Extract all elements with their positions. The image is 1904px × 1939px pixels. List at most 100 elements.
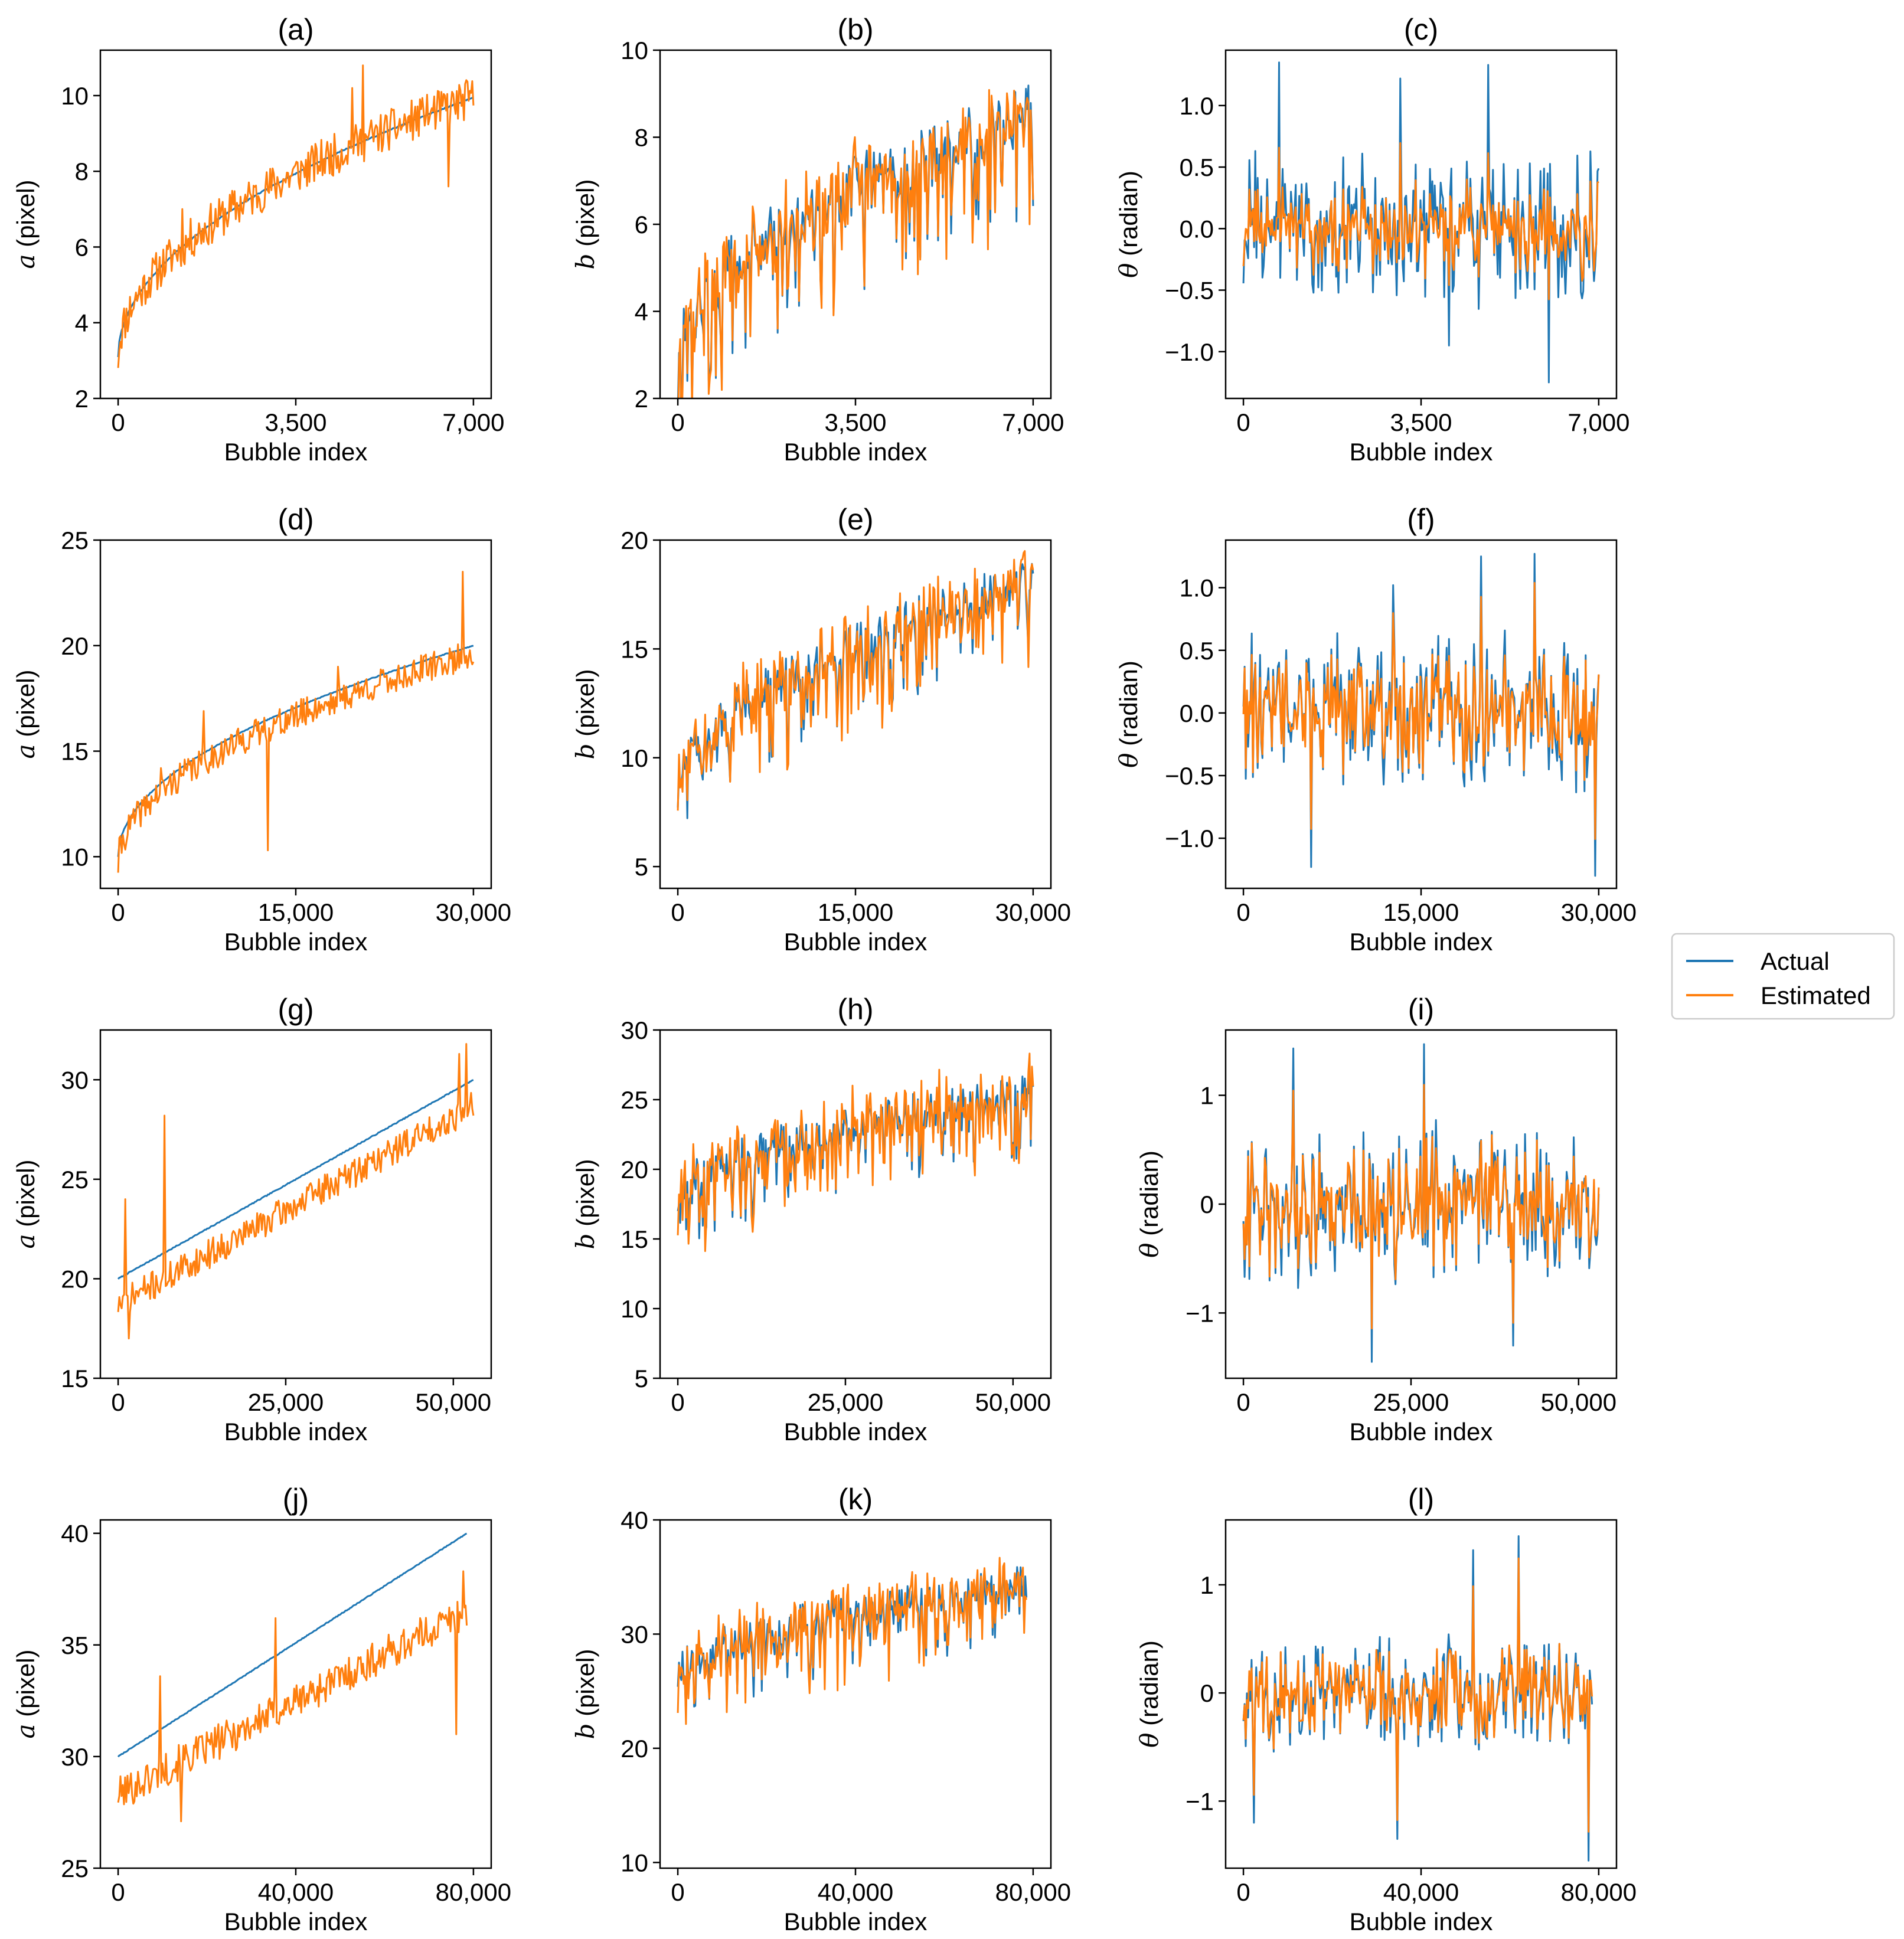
y-tick-label-c-4: 1.0 (1180, 92, 1214, 120)
y-axis-symbol-b: b (571, 254, 600, 270)
x-axis-label-b: Bubble index (784, 438, 927, 466)
panel-title-e: (e) (837, 503, 873, 536)
y-axis-label-k: b (pixel) (571, 1649, 600, 1739)
y-tick-label-k-1: 20 (620, 1735, 648, 1763)
x-tick-label-i-2: 50,000 (1541, 1388, 1616, 1416)
x-tick-label-j-2: 80,000 (436, 1878, 511, 1906)
panel-title-g: (g) (277, 993, 313, 1026)
series-estimated-l (1242, 1557, 1593, 1833)
x-tick-label-d-2: 30,000 (436, 898, 511, 926)
x-tick-label-f-2: 30,000 (1561, 898, 1637, 926)
y-axis-label-a: a (pixel) (11, 179, 40, 269)
x-tick-label-l-0: 0 (1236, 1878, 1250, 1906)
y-tick-label-d-0: 10 (61, 843, 89, 871)
x-tick-label-l-2: 80,000 (1561, 1878, 1637, 1906)
y-tick-label-e-1: 10 (620, 744, 648, 772)
x-tick-label-f-0: 0 (1236, 898, 1250, 926)
y-tick-label-f-0: −1.0 (1165, 825, 1214, 852)
y-tick-label-g-2: 25 (61, 1166, 89, 1194)
panel-title-d: (d) (277, 503, 313, 536)
y-axis-symbol-i: θ (1135, 1243, 1164, 1258)
y-axis-unit-d: (pixel) (12, 669, 40, 744)
y-tick-label-h-1: 10 (620, 1295, 648, 1323)
y-tick-label-c-0: −1.0 (1165, 338, 1214, 366)
y-axis-unit-f: (radian) (1115, 660, 1142, 753)
y-tick-label-f-4: 1.0 (1180, 574, 1214, 602)
panel-title-c: (c) (1404, 13, 1438, 46)
x-tick-label-k-0: 0 (671, 1878, 684, 1906)
series-estimated-i (1242, 1084, 1600, 1330)
y-tick-label-f-1: −0.5 (1165, 762, 1214, 790)
y-tick-label-i-2: 1 (1200, 1082, 1214, 1110)
y-tick-label-b-0: 2 (635, 385, 648, 413)
panel-title-b: (b) (837, 13, 873, 46)
x-tick-label-h-1: 25,000 (808, 1388, 883, 1416)
y-tick-label-c-1: −0.5 (1165, 277, 1214, 305)
y-axis-label-e: b (pixel) (571, 669, 600, 760)
y-tick-label-a-4: 10 (61, 82, 89, 110)
y-tick-label-g-3: 30 (61, 1066, 89, 1094)
y-axis-symbol-a: a (11, 254, 40, 269)
y-tick-label-k-2: 30 (620, 1620, 648, 1648)
y-tick-label-f-2: 0.0 (1180, 699, 1214, 727)
panel-j: (j) 0 40,000 80,000 25 30 35 40 Bubble index a (p… (11, 1483, 511, 1935)
x-axis-label-i: Bubble index (1350, 1418, 1493, 1446)
y-axis-label-f: θ (radian) (1114, 660, 1143, 768)
x-axis-label-l: Bubble index (1350, 1908, 1493, 1935)
y-axis-symbol-j: a (11, 1724, 40, 1738)
y-axis-unit-j: (pixel) (12, 1649, 40, 1724)
panel-c: (c) 0 3,500 7,000 −1.0 −0.5 0.0 0.5 1.0 Bubble in… (1114, 13, 1629, 466)
y-tick-label-c-3: 0.5 (1180, 153, 1214, 181)
x-tick-label-a-0: 0 (111, 408, 125, 436)
x-axis-label-e: Bubble index (784, 928, 927, 956)
y-tick-label-f-3: 0.5 (1180, 637, 1214, 665)
y-tick-label-j-1: 30 (61, 1743, 89, 1771)
x-tick-label-g-1: 25,000 (248, 1388, 324, 1416)
y-axis-symbol-k: b (571, 1724, 600, 1739)
series-actual-g (117, 1079, 474, 1280)
panel-g: (g) 0 25,000 50,000 15 20 25 30 Bubble index a (p… (11, 993, 492, 1446)
panel-e: (e) 0 15,000 30,000 5 10 15 20 Bubble index b (pi… (571, 503, 1071, 956)
x-tick-label-b-0: 0 (671, 408, 684, 436)
series-estimated-j (117, 1570, 468, 1823)
panel-title-i: (i) (1408, 993, 1434, 1026)
x-axis-label-h: Bubble index (784, 1418, 927, 1446)
series-estimated-b (677, 89, 1034, 398)
x-tick-label-g-0: 0 (111, 1388, 125, 1416)
y-tick-label-i-0: −1 (1185, 1299, 1214, 1327)
y-axis-symbol-g: a (11, 1234, 40, 1248)
y-axis-unit-k: (pixel) (571, 1649, 599, 1724)
legend-actual-label: Actual (1761, 947, 1830, 975)
y-axis-unit-b: (pixel) (571, 179, 599, 254)
series-estimated-e (677, 550, 1034, 811)
y-axis-unit-h: (pixel) (571, 1159, 599, 1234)
y-axis-unit-c: (radian) (1115, 171, 1142, 263)
panel-b: (b) 0 3,500 7,000 2 4 6 8 10 Bubble index b (pixel… (571, 13, 1064, 466)
series-actual-j (117, 1532, 468, 1758)
y-axis-label-g: a (pixel) (11, 1159, 40, 1248)
x-axis-label-g: Bubble index (224, 1418, 368, 1446)
x-tick-label-e-2: 30,000 (995, 898, 1071, 926)
y-axis-label-d: a (pixel) (11, 669, 40, 758)
y-tick-label-b-3: 8 (635, 124, 648, 152)
y-tick-label-h-3: 20 (620, 1156, 648, 1183)
panel-a: (a) 0 3,500 7,000 2 4 6 8 10 Bubble index a (pixel… (11, 13, 504, 466)
y-tick-label-b-1: 4 (635, 298, 648, 326)
y-tick-label-h-0: 5 (635, 1365, 648, 1392)
y-tick-label-b-4: 10 (620, 37, 648, 64)
x-tick-label-a-1: 3,500 (264, 408, 326, 436)
y-axis-symbol-l: θ (1135, 1733, 1164, 1748)
y-axis-label-h: b (pixel) (571, 1159, 600, 1250)
y-tick-label-d-1: 15 (61, 738, 89, 766)
panel-title-a: (a) (277, 13, 313, 46)
y-axis-unit-i: (radian) (1135, 1150, 1163, 1242)
y-tick-label-l-0: −1 (1185, 1787, 1214, 1815)
x-tick-label-h-2: 50,000 (975, 1388, 1051, 1416)
x-tick-label-g-2: 50,000 (416, 1388, 491, 1416)
series-estimated-f (1242, 582, 1600, 840)
y-tick-label-h-2: 15 (620, 1225, 648, 1253)
y-tick-label-h-4: 25 (620, 1086, 648, 1114)
y-axis-symbol-c: θ (1114, 263, 1143, 278)
